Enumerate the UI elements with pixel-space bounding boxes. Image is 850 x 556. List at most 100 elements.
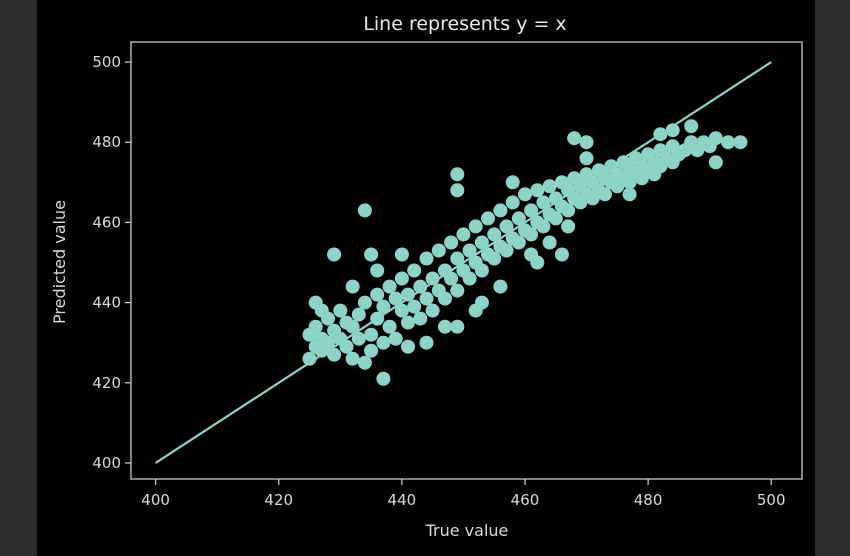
scatter-point xyxy=(308,319,323,334)
scatter-point xyxy=(542,235,557,250)
scatter-point xyxy=(327,347,342,362)
scatter-point xyxy=(487,251,502,266)
scatter-chart: Line represents y = x 400 420 440 460 480 500… xyxy=(50,13,803,540)
scatter-point xyxy=(357,355,372,370)
scatter-point xyxy=(481,211,495,226)
scatter-point xyxy=(401,339,415,354)
x-tick-label: 400 xyxy=(141,491,170,509)
scatter-point xyxy=(351,307,366,322)
scatter-point xyxy=(351,331,366,346)
scatter-point xyxy=(376,335,391,350)
scatter-point xyxy=(493,279,508,294)
scatter-point xyxy=(505,175,520,190)
y-tick-label: 400 xyxy=(92,454,121,472)
scatter-point xyxy=(499,219,514,234)
x-tick-label: 460 xyxy=(511,491,540,509)
scatter-point xyxy=(388,291,403,306)
scatter-point xyxy=(419,335,434,350)
scatter-point xyxy=(394,303,409,318)
x-tick-label: 440 xyxy=(388,491,417,509)
scatter-point xyxy=(407,263,422,278)
scatter-point xyxy=(407,299,422,314)
scatter-point xyxy=(357,203,372,218)
scatter-point xyxy=(665,123,680,138)
scatter-point xyxy=(413,279,428,294)
scatter-point xyxy=(468,219,483,234)
scatter-point xyxy=(474,235,489,250)
scatter-point xyxy=(382,279,397,294)
scatter-point xyxy=(530,255,545,270)
scatter-point xyxy=(444,235,459,250)
scatter-point xyxy=(431,243,446,258)
scatter-point xyxy=(444,271,459,286)
scatter-point xyxy=(567,131,582,146)
scatter-point xyxy=(394,247,409,262)
scatter-point xyxy=(450,167,465,182)
scatter-point xyxy=(345,351,360,366)
scatter-point xyxy=(622,187,637,202)
y-tick-label: 440 xyxy=(92,294,121,312)
y-tick-label: 460 xyxy=(92,213,121,231)
scatter-point xyxy=(364,247,379,262)
y-tick-label: 420 xyxy=(92,374,121,392)
scatter-point xyxy=(456,227,471,242)
scatter-point xyxy=(450,183,465,198)
scatter-point xyxy=(499,243,514,258)
y-axis-label: Predicted value xyxy=(50,200,69,324)
scatter-point xyxy=(462,271,477,286)
scatter-point xyxy=(314,303,329,318)
x-tick-label: 500 xyxy=(757,491,786,509)
y-tick-label: 500 xyxy=(92,53,121,71)
scatter-point xyxy=(536,195,551,210)
scatter-point xyxy=(579,135,594,150)
reference-line-y-equals-x xyxy=(155,61,772,464)
plot-marks xyxy=(155,61,772,464)
scatter-point xyxy=(450,283,465,298)
scatter-point xyxy=(425,303,440,318)
scatter-point xyxy=(487,227,502,242)
scatter-point xyxy=(530,183,545,198)
scatter-point xyxy=(438,291,452,306)
scatter-point xyxy=(733,135,748,150)
scatter-point xyxy=(536,219,551,234)
scatter-point xyxy=(364,327,379,342)
scatter-point xyxy=(345,319,360,334)
scatter-point xyxy=(333,303,348,318)
scatter-point xyxy=(450,251,465,266)
scatter-point xyxy=(419,291,434,306)
scatter-point xyxy=(684,119,699,134)
scatter-point xyxy=(511,235,526,250)
scatter-point xyxy=(548,211,563,226)
scatter-point xyxy=(382,319,397,334)
x-tick-label: 480 xyxy=(634,491,663,509)
scatter-point xyxy=(468,303,483,318)
x-axis-label: True value xyxy=(425,521,509,540)
scatter-point xyxy=(518,187,532,202)
scatter-point xyxy=(394,271,409,286)
scatter-point xyxy=(419,251,434,266)
scatter-point xyxy=(554,247,569,262)
scatter-point xyxy=(450,319,465,334)
scatter-point xyxy=(364,343,379,358)
scatter-point xyxy=(357,295,372,310)
scatter-point xyxy=(493,203,508,218)
scatter-point xyxy=(425,271,440,286)
scatter-point xyxy=(708,131,723,146)
x-tick-label: 420 xyxy=(264,491,293,509)
y-tick-label: 480 xyxy=(92,133,121,151)
scatter-point xyxy=(413,311,428,326)
scatter-point xyxy=(708,155,723,170)
plot-area-frame xyxy=(130,41,803,480)
scatter-point xyxy=(505,195,520,210)
scatter-point xyxy=(561,219,576,234)
scatter-point xyxy=(598,187,612,202)
scatter-point xyxy=(561,203,576,218)
chart-title: Line represents y = x xyxy=(363,13,566,35)
scatter-point xyxy=(376,299,391,314)
scatter-point xyxy=(438,319,452,334)
scatter-point xyxy=(721,135,736,150)
scatter-point xyxy=(462,243,477,258)
scatter-point xyxy=(302,351,317,366)
scatter-point xyxy=(339,339,354,354)
scatter-point xyxy=(511,211,526,226)
